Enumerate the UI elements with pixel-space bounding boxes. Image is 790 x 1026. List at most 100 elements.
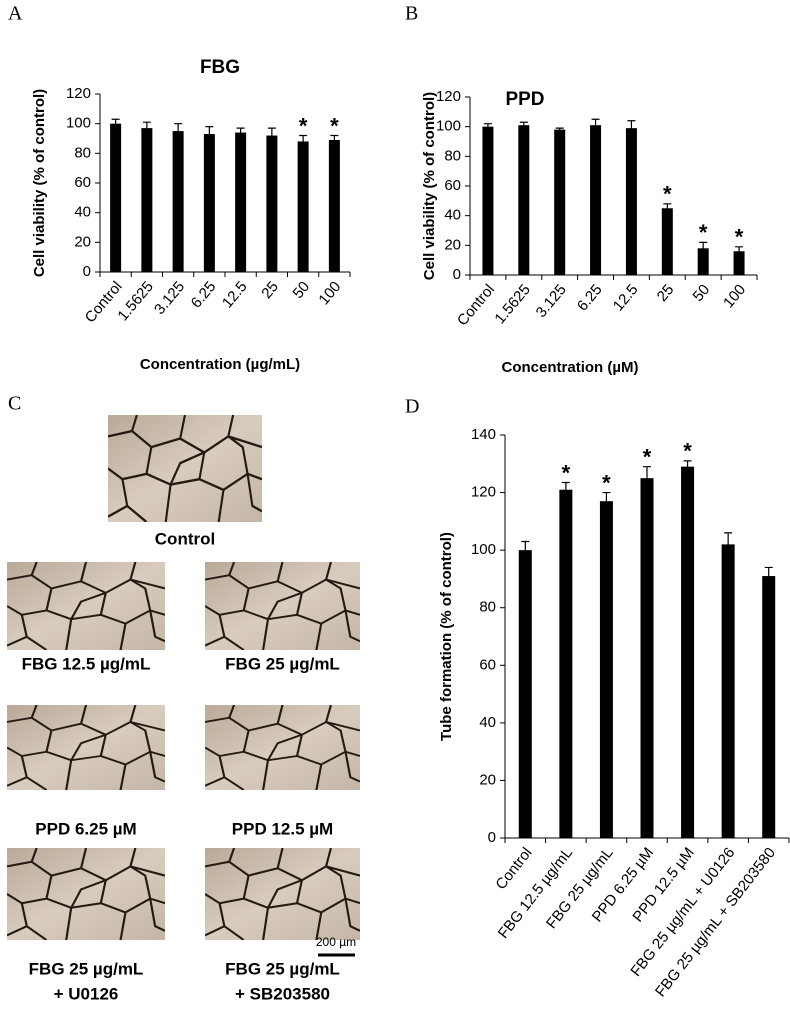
micrograph-caption: PPD 6.25 µM: [35, 819, 136, 838]
significance-marker: *: [699, 220, 708, 245]
x-tick-label: FBG 12.5 µg/mL: [495, 844, 576, 941]
x-tick-label: Control: [454, 281, 498, 329]
micrograph: [205, 562, 360, 650]
micrograph-caption: + U0126: [54, 984, 119, 1003]
micrograph: [205, 705, 360, 790]
bar: [328, 139, 340, 272]
bar: [640, 478, 654, 838]
micrograph: [7, 848, 165, 940]
x-tick-label: 25: [654, 281, 678, 305]
bar: [590, 125, 602, 275]
y-tick-label: 80: [479, 599, 496, 616]
error-bar: [174, 123, 183, 139]
bar: [681, 466, 695, 838]
y-tick-label: 0: [453, 266, 461, 283]
bar: [599, 501, 613, 838]
y-tick-label: 40: [74, 204, 91, 221]
bar: [482, 126, 494, 276]
error-bar: [142, 121, 151, 135]
bar: [518, 550, 532, 838]
micrograph-caption: + SB203580: [235, 984, 330, 1003]
bar: [266, 135, 278, 272]
significance-marker: *: [663, 182, 672, 207]
x-tick-label: 12.5: [610, 281, 642, 314]
x-axis-label: Concentration (µg/mL): [140, 356, 300, 373]
x-tick-label: 100: [720, 281, 749, 311]
y-tick-label: 100: [436, 118, 461, 135]
x-tick-label: 12.5: [219, 278, 251, 311]
panel-letter: A: [8, 3, 23, 25]
error-bar: [643, 466, 651, 490]
y-tick-label: 20: [74, 233, 91, 250]
error-bar: [205, 126, 214, 142]
x-tick-label: Control: [82, 278, 126, 326]
micrograph-caption: PPD 12.5 µM: [232, 819, 333, 838]
micrograph-caption: FBG 12.5 µg/mL: [22, 654, 151, 673]
bar: [141, 128, 153, 272]
micrograph: [7, 562, 165, 650]
error-bar: [555, 127, 564, 132]
bar: [559, 489, 573, 838]
error-bar: [663, 203, 672, 213]
y-tick-label: 100: [66, 115, 91, 132]
chart-title: PPD: [505, 89, 544, 110]
error-bar: [267, 127, 276, 143]
micrograph-caption: FBG 25 µg/mL: [29, 959, 144, 978]
error-bar: [602, 491, 611, 510]
x-tick-label: 3.125: [533, 281, 570, 321]
y-tick-label: 120: [436, 88, 461, 105]
y-tick-label: 20: [479, 771, 496, 788]
micrograph: [205, 848, 360, 940]
bar: [110, 123, 122, 273]
panel-letter: C: [8, 393, 21, 415]
error-bar: [735, 246, 744, 256]
error-bar: [627, 120, 636, 136]
bar: [733, 251, 745, 275]
significance-marker: *: [299, 113, 308, 138]
y-tick-label: 60: [444, 177, 461, 194]
y-axis-label: Tube formation (% of control): [438, 532, 455, 741]
significance-marker: *: [602, 470, 611, 495]
panel-letter: B: [405, 3, 418, 25]
x-tick-label: 25: [258, 278, 282, 302]
bar: [697, 248, 709, 275]
micrograph-caption: FBG 25 µg/mL: [225, 654, 340, 673]
y-tick-label: 140: [471, 426, 496, 443]
error-bar: [724, 532, 733, 556]
y-tick-label: 0: [488, 829, 496, 846]
error-bar: [683, 460, 692, 473]
micrograph: [7, 705, 165, 790]
y-tick-label: 120: [66, 85, 91, 102]
error-bar: [299, 134, 308, 148]
x-tick-label: 6.25: [188, 278, 220, 311]
y-tick-label: 120: [471, 484, 496, 501]
y-tick-label: 0: [83, 263, 91, 280]
error-bar: [519, 121, 528, 129]
bar: [203, 134, 215, 272]
y-tick-label: 80: [444, 147, 461, 164]
y-tick-label: 40: [444, 207, 461, 224]
x-tick-label: 50: [690, 281, 714, 305]
micrograph: [108, 415, 262, 522]
significance-marker: *: [562, 460, 571, 485]
x-tick-label: 3.125: [151, 278, 188, 318]
x-tick-label: Control: [492, 844, 535, 893]
significance-marker: *: [643, 444, 652, 469]
micrograph-caption: FBG 25 µg/mL: [225, 959, 340, 978]
x-axis-label: Concentration (µM): [502, 359, 639, 376]
bar: [172, 131, 184, 272]
significance-marker: *: [330, 113, 339, 138]
y-tick-label: 60: [74, 174, 91, 191]
y-axis-label: Cell viability (% of control): [421, 92, 438, 280]
y-tick-label: 20: [444, 236, 461, 253]
error-bar: [111, 118, 120, 129]
error-bar: [236, 127, 245, 138]
chart-title: FBG: [200, 57, 240, 78]
error-bar: [483, 123, 492, 130]
error-bar: [561, 481, 570, 497]
bar: [235, 132, 247, 272]
y-tick-label: 40: [479, 714, 496, 731]
bar: [661, 208, 673, 275]
x-tick-label: 50: [289, 278, 313, 302]
